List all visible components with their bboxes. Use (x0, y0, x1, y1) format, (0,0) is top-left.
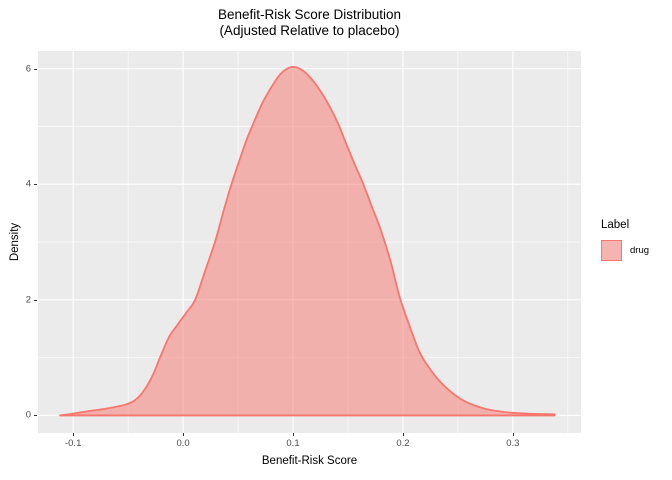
density-curve-drug (59, 65, 556, 417)
legend-title: Label (601, 219, 630, 231)
legend: Label drug (601, 219, 649, 261)
plot-title-line1: Benefit-Risk Score Distribution (217, 7, 402, 22)
x-tick-mark (183, 433, 185, 436)
x-tick-label: 0.2 (396, 438, 410, 449)
x-axis-title: Benefit-Risk Score (261, 455, 358, 467)
y-tick-mark (34, 415, 37, 417)
panel-svg (38, 51, 581, 433)
legend-item-label: drug (630, 245, 650, 256)
plot-title-line2: (Adjusted Relative to placebo) (219, 23, 400, 38)
y-tick-label: 2 (25, 294, 31, 306)
legend-entry-drug: drug (601, 240, 649, 261)
x-tick-label: 0.3 (506, 438, 520, 449)
x-tick-label: -0.1 (64, 438, 82, 449)
y-tick-label: 6 (25, 63, 31, 75)
x-tick-mark (512, 433, 514, 436)
y-tick-mark (34, 184, 37, 186)
y-tick-label: 0 (25, 409, 31, 421)
x-tick-mark (402, 433, 404, 436)
plot-title: Benefit-Risk Score Distribution (Adjuste… (38, 7, 581, 39)
y-tick-mark (34, 299, 37, 301)
x-tick-mark (73, 433, 75, 436)
plot-panel (38, 51, 581, 433)
legend-key-swatch (601, 240, 622, 261)
x-tick-mark (293, 433, 294, 436)
y-tick-label: 4 (25, 178, 31, 190)
x-tick-label: 0.0 (176, 438, 190, 449)
x-tick-label: 0.1 (286, 438, 300, 449)
legend-key-fill (601, 240, 622, 261)
y-axis-title: Density (9, 222, 21, 262)
y-tick-mark (34, 68, 37, 70)
